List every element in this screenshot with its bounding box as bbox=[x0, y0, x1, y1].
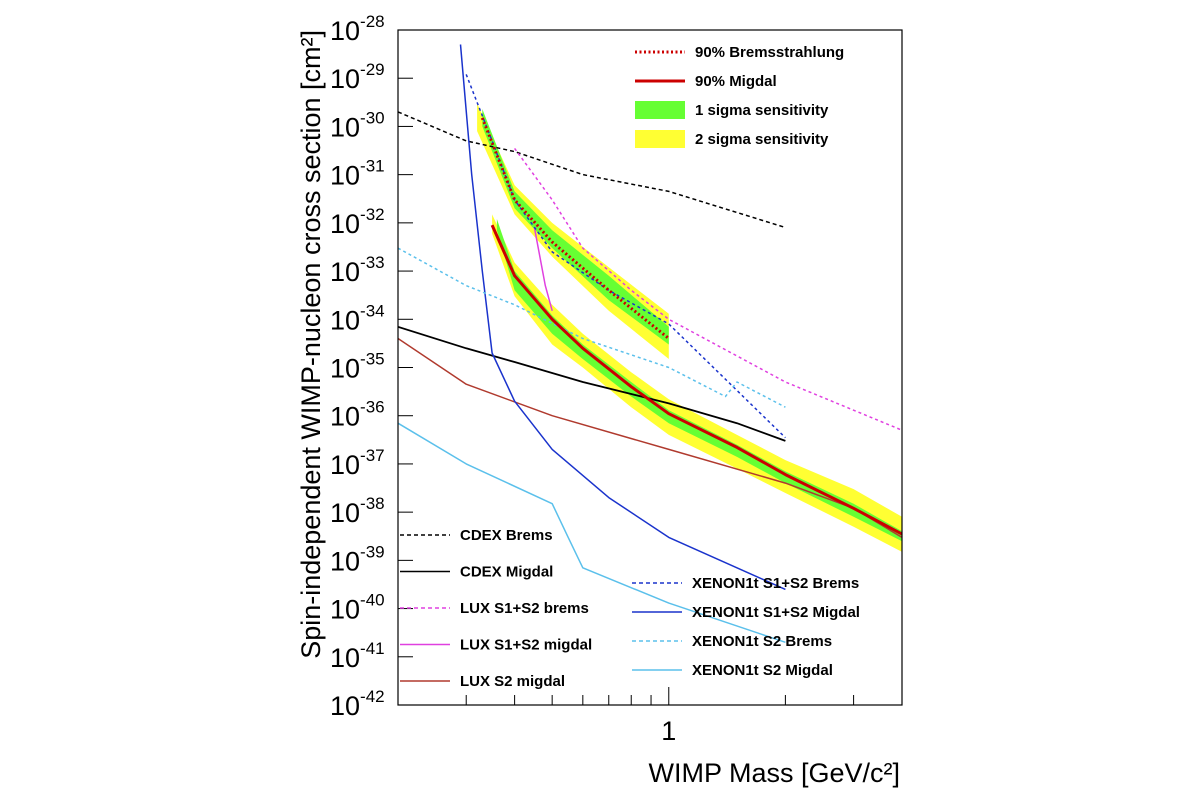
legend-item-2-sigma-sensitivity: 2 sigma sensitivity bbox=[635, 130, 829, 148]
series-90-migdal bbox=[490, 224, 902, 536]
series-xenon1t-s2-migdal bbox=[398, 422, 786, 644]
y-tick-label: 10-37 bbox=[330, 446, 385, 480]
legend-bottom-left: CDEX Brems CDEX Migdal LUX S1+S2 brems LUX … bbox=[400, 527, 592, 690]
legend-label: XENON1t S2 Migdal bbox=[692, 662, 833, 679]
legend-item-lux-s2-migdal: LUX S2 migdal bbox=[400, 673, 565, 690]
series-90-bremsstrahlung bbox=[480, 117, 670, 340]
legend-item-cdex-brems: CDEX Brems bbox=[400, 527, 553, 544]
x-axis-title: WIMP Mass [GeV/c²] bbox=[648, 758, 900, 788]
x-tick-labels: 1 bbox=[661, 716, 676, 746]
y-tick-label: 10-35 bbox=[330, 350, 385, 384]
y-tick-label: 10-40 bbox=[330, 591, 385, 625]
series-xenon1t-s2-brems bbox=[398, 247, 786, 408]
y-tick-label: 10-39 bbox=[330, 542, 385, 576]
y-tick-label: 10-30 bbox=[330, 108, 385, 142]
legend-label: LUX S1+S2 migdal bbox=[460, 637, 592, 654]
legend-item-lux-s1-s2-brems: LUX S1+S2 brems bbox=[400, 600, 589, 617]
band-brems-1-sigma bbox=[482, 109, 669, 345]
legend-item-xenon1t-s1-s2-migdal: XENON1t S1+S2 Migdal bbox=[632, 604, 860, 621]
series-lux-s1-s2-migdal bbox=[533, 227, 553, 311]
x-tick-label: 1 bbox=[661, 716, 676, 746]
legend-label: 90% Migdal bbox=[695, 73, 777, 90]
legend-item-1-sigma-sensitivity: 1 sigma sensitivity bbox=[635, 101, 829, 119]
y-tick-label: 10-38 bbox=[330, 494, 385, 528]
legend-swatch bbox=[635, 130, 685, 148]
legend-item-lux-s1-s2-migdal: LUX S1+S2 migdal bbox=[400, 637, 592, 654]
legend-label: XENON1t S1+S2 Brems bbox=[692, 575, 859, 592]
series-lux-s1-s2-brems bbox=[513, 147, 902, 431]
legend-label: LUX S1+S2 brems bbox=[460, 600, 589, 617]
limit-curves bbox=[398, 44, 902, 644]
legend-item-90-bremsstrahlung: 90% Bremsstrahlung bbox=[635, 44, 844, 61]
band-migdal-2-sigma bbox=[492, 214, 902, 552]
legend-label: 2 sigma sensitivity bbox=[695, 131, 829, 148]
y-tick-label: 10-32 bbox=[330, 205, 385, 239]
legend-label: LUX S2 migdal bbox=[460, 673, 565, 690]
legend-label: CDEX Brems bbox=[460, 527, 553, 544]
y-tick-label: 10-36 bbox=[330, 398, 385, 432]
series-cdex-migdal bbox=[398, 325, 786, 442]
legend-top-right: 90% Bremsstrahlung 90% Migdal 1 sigma sens… bbox=[635, 44, 844, 148]
y-tick-label: 10-29 bbox=[330, 60, 385, 94]
legend-label: CDEX Migdal bbox=[460, 564, 553, 581]
sensitivity-bands bbox=[477, 103, 902, 552]
legend-label: 1 sigma sensitivity bbox=[695, 102, 829, 119]
y-tick-label: 10-34 bbox=[330, 301, 385, 335]
series-xenon1t-s1-s2-brems bbox=[465, 74, 786, 439]
y-tick-label: 10-33 bbox=[330, 253, 385, 287]
y-axis-title: Spin-independent WIMP-nucleon cross sect… bbox=[296, 30, 326, 659]
legend-label: XENON1t S1+S2 Migdal bbox=[692, 604, 860, 621]
band-migdal-1-sigma bbox=[496, 219, 902, 542]
legend-item-90-migdal: 90% Migdal bbox=[635, 73, 777, 90]
legend-label: XENON1t S2 Brems bbox=[692, 633, 832, 650]
legend-bottom-right: XENON1t S1+S2 Brems XENON1t S1+S2 Migdal X… bbox=[632, 575, 860, 679]
legend-item-cdex-migdal: CDEX Migdal bbox=[400, 564, 553, 581]
legend-item-xenon1t-s1-s2-brems: XENON1t S1+S2 Brems bbox=[632, 575, 859, 592]
legend-label: 90% Bremsstrahlung bbox=[695, 44, 844, 61]
y-tick-label: 10-28 bbox=[330, 12, 385, 46]
series-xenon1t-s1-s2-migdal bbox=[459, 44, 786, 591]
y-tick-label: 10-42 bbox=[330, 687, 385, 721]
legend-item-xenon1t-s2-brems: XENON1t S2 Brems bbox=[632, 633, 832, 650]
y-tick-label: 10-31 bbox=[330, 157, 385, 191]
legend-item-xenon1t-s2-migdal: XENON1t S2 Migdal bbox=[632, 662, 833, 679]
legend-swatch bbox=[635, 101, 685, 119]
y-tick-labels: 10-28 10-29 10-30 10-31 10-32 10-33 10-34 10-35… bbox=[330, 12, 385, 721]
series-cdex-brems bbox=[398, 111, 786, 229]
y-tick-label: 10-41 bbox=[330, 639, 385, 673]
